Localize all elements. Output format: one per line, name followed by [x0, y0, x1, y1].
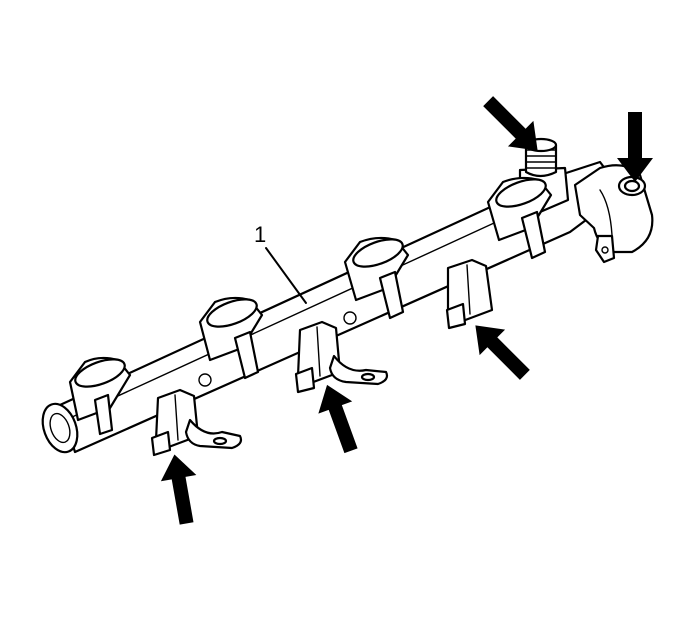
injector-boss-3	[343, 236, 410, 320]
mounting-ear	[594, 234, 616, 264]
arrow-icon	[617, 112, 653, 182]
arrow-icon	[475, 325, 530, 380]
arrow-icon	[483, 96, 538, 151]
callout-label: 1	[254, 222, 266, 247]
fuel-rail	[41, 160, 614, 454]
injector-boss-2	[198, 296, 264, 380]
rail-end-fitting	[573, 164, 654, 264]
injector-cup-3	[445, 258, 494, 330]
injector-cup-2	[294, 311, 389, 394]
injector-boss-1	[68, 356, 132, 436]
injector-boss-4	[486, 176, 553, 260]
injector-cup-1	[150, 373, 243, 457]
arrow-icon	[160, 454, 197, 525]
callout-1: 1	[254, 222, 307, 304]
arrow-icon	[318, 384, 358, 454]
